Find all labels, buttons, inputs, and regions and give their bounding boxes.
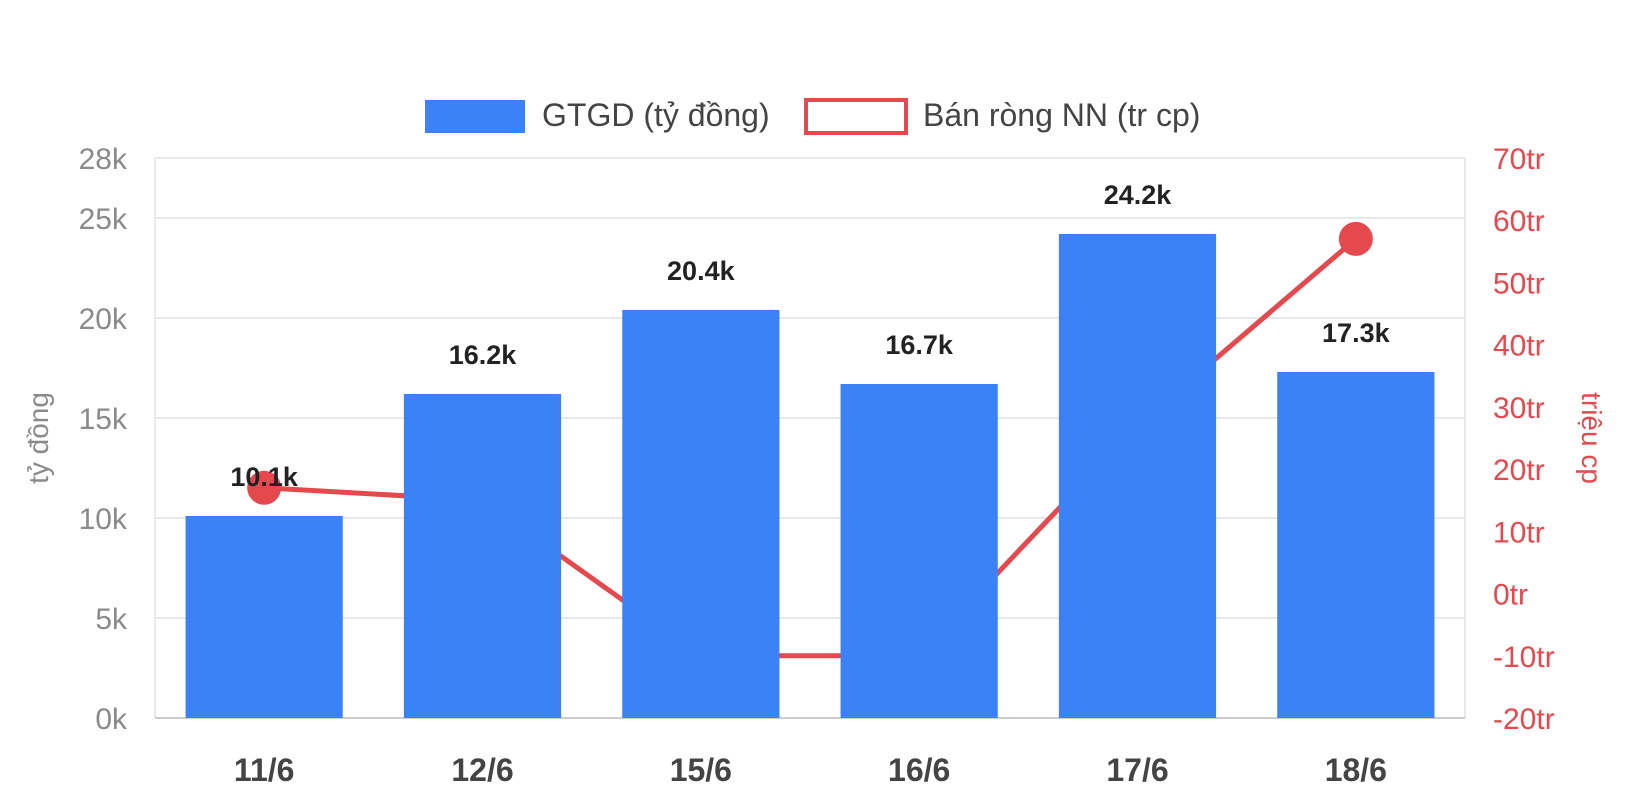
left-axis-title: tỷ đồng [23, 392, 54, 484]
left-tick-label: 15k [79, 403, 128, 436]
bar [840, 384, 998, 718]
left-tick-label: 28k [79, 143, 128, 176]
bar [185, 516, 343, 718]
bar-value-label: 16.7k [885, 330, 954, 360]
left-y-axis: 0k 5k 10k 15k 20k 25k 28k [79, 143, 128, 736]
bar [1058, 234, 1217, 718]
bar-value-label: 17.3k [1322, 318, 1391, 348]
right-tick-label: 50tr [1493, 267, 1545, 300]
line-point [1338, 221, 1373, 256]
category-label: 17/6 [1106, 752, 1168, 788]
gridlines [154, 157, 1466, 719]
right-tick-label: 40tr [1493, 330, 1545, 363]
right-tick-label: -10tr [1493, 641, 1555, 674]
right-axis-title: triệu cp [1576, 392, 1607, 484]
left-tick-label: 10k [79, 503, 128, 536]
bar-value-label: 10.1k [230, 462, 299, 492]
right-tick-label: 60tr [1493, 205, 1545, 238]
left-tick-label: 20k [79, 303, 128, 336]
bar-value-label: 16.2k [449, 340, 518, 370]
right-tick-label: 30tr [1493, 392, 1545, 425]
category-label: 12/6 [451, 752, 513, 788]
right-tick-label: -20tr [1493, 703, 1555, 736]
legend-swatch-bar[interactable] [425, 100, 525, 133]
bar-series [185, 234, 1435, 718]
legend[interactable]: GTGD (tỷ đồng) Bán ròng NN (tr cp) [425, 97, 1200, 135]
right-tick-label: 70tr [1493, 143, 1545, 176]
right-tick-label: 20tr [1493, 454, 1545, 487]
bar-value-label: 24.2k [1104, 180, 1173, 210]
right-tick-label: 10tr [1493, 516, 1545, 549]
legend-label-line[interactable]: Bán ròng NN (tr cp) [923, 97, 1200, 133]
category-label: 16/6 [888, 752, 950, 788]
right-tick-label: 0tr [1493, 579, 1528, 612]
bar [622, 310, 780, 718]
x-axis: 11/6 12/6 15/6 16/6 17/6 18/6 [234, 752, 1387, 788]
left-tick-label: 25k [79, 203, 128, 236]
category-label: 11/6 [234, 752, 295, 788]
category-label: 15/6 [670, 752, 732, 788]
line-point [247, 470, 282, 505]
right-y-axis: -20tr -10tr 0tr 10tr 20tr 30tr 40tr 50tr 60tr 70t… [1493, 143, 1555, 736]
bar [1277, 372, 1435, 718]
category-label: 18/6 [1325, 752, 1387, 788]
left-tick-label: 0k [95, 703, 128, 736]
left-tick-label: 5k [95, 603, 128, 636]
bar [403, 394, 562, 718]
legend-label-bar[interactable]: GTGD (tỷ đồng) [542, 97, 770, 133]
bar-value-label: 20.4k [667, 256, 736, 286]
bar-data-labels: 10.1k 16.2k 20.4k 16.7k 24.2k 17.3k [230, 180, 1390, 492]
legend-swatch-line[interactable] [804, 98, 908, 135]
